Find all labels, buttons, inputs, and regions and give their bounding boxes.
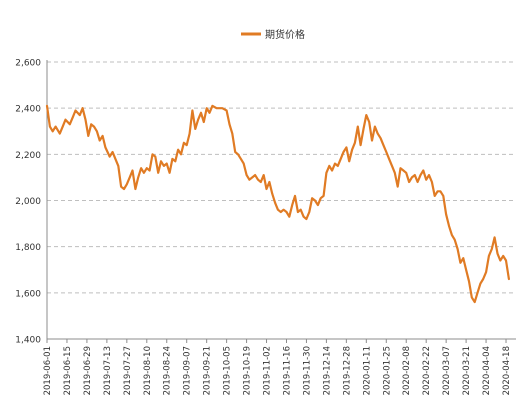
y-tick-label: 1,600	[15, 289, 41, 299]
x-tick-label: 2019-09-07	[183, 346, 193, 395]
x-tick-label: 2020-03-21	[462, 346, 472, 395]
x-tick-label: 2019-11-02	[263, 346, 273, 395]
x-tick-label: 2020-02-22	[422, 346, 432, 395]
y-axis: 1,400 1,600 1,800 2,000 2,200 2,400 2,600	[15, 59, 48, 346]
x-tick-label: 2020-04-18	[502, 346, 512, 395]
x-tick-label: 2019-07-13	[103, 346, 113, 395]
x-tick-label: 2020-01-25	[382, 346, 392, 395]
y-tick-label: 1,800	[15, 243, 41, 253]
legend-label: 期货价格	[265, 28, 305, 41]
x-tick-label: 2019-10-05	[223, 346, 233, 395]
legend: 期货价格	[241, 28, 305, 41]
x-tick-label: 2019-12-14	[322, 346, 332, 395]
x-tick-label: 2019-11-30	[302, 346, 312, 395]
x-tick-label: 2019-06-15	[63, 346, 73, 395]
x-tick-label: 2019-06-29	[83, 346, 93, 395]
y-tick-label: 1,400	[15, 336, 41, 346]
x-tick-label: 2019-08-24	[163, 346, 173, 395]
x-tick-label: 2019-10-19	[243, 346, 253, 395]
x-tick-label: 2020-04-04	[482, 346, 492, 395]
y-tick-label: 2,600	[15, 59, 41, 69]
gridlines	[47, 61, 516, 294]
x-tick-label: 2020-02-08	[402, 346, 412, 395]
x-tick-label: 2019-06-01	[43, 346, 53, 395]
x-tick-label: 2019-12-28	[342, 346, 352, 395]
y-tick-label: 2,400	[15, 105, 41, 115]
x-tick-label: 2019-07-27	[123, 346, 133, 395]
x-tick-label: 2019-11-16	[282, 346, 292, 395]
x-tick-label: 2019-08-10	[143, 346, 153, 395]
x-axis: 2019-06-01 2019-06-15 2019-06-29 2019-07-13…	[43, 338, 516, 395]
x-tick-label: 2019-09-21	[203, 346, 213, 395]
y-tick-label: 2,000	[15, 197, 41, 207]
series-line	[45, 104, 510, 304]
y-tick-label: 2,200	[15, 151, 41, 161]
x-tick-label: 2020-03-07	[442, 346, 452, 395]
x-tick-label: 2020-01-11	[362, 346, 372, 395]
